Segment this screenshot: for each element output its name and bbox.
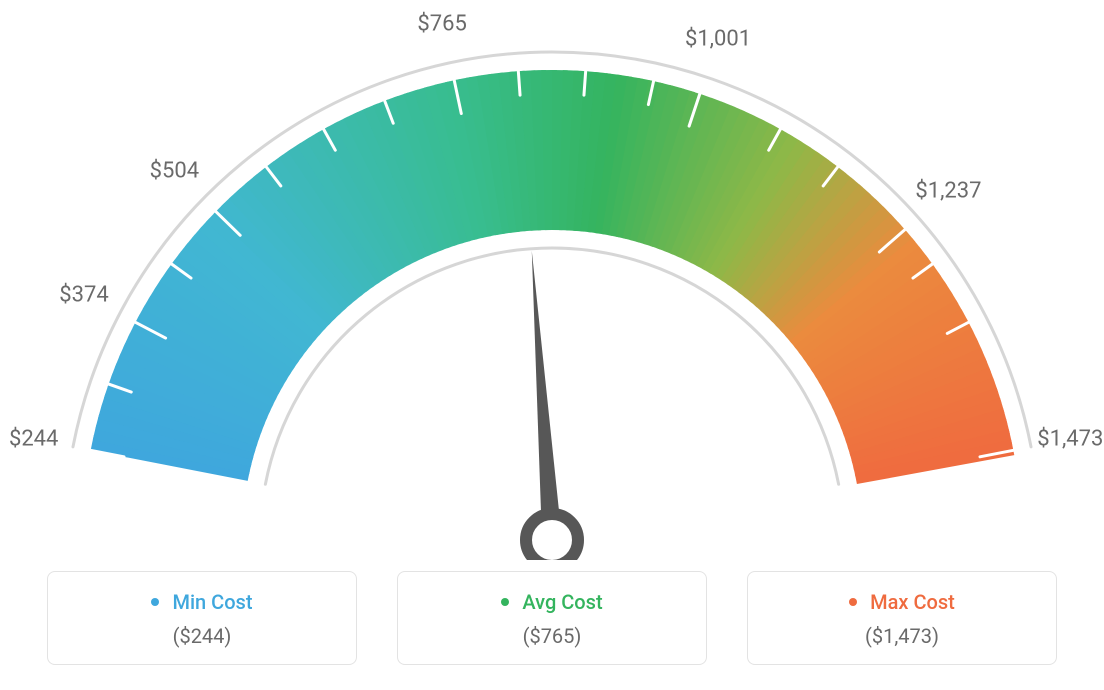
gauge-tick-minor bbox=[518, 71, 520, 95]
gauge-needle bbox=[532, 251, 562, 541]
legend-title-max-text: Max Cost bbox=[870, 590, 955, 614]
legend-value-min: ($244) bbox=[58, 624, 346, 648]
legend-card-min: Min Cost ($244) bbox=[47, 571, 357, 665]
legend-value-avg: ($765) bbox=[408, 624, 696, 648]
gauge-tick-label: $765 bbox=[417, 11, 466, 36]
legend-title-max: Max Cost bbox=[758, 590, 1046, 614]
legend-dot-max bbox=[849, 598, 857, 606]
gauge-tick-label: $1,001 bbox=[685, 26, 751, 51]
legend-title-avg-text: Avg Cost bbox=[522, 590, 602, 614]
gauge-tick-minor bbox=[584, 71, 586, 95]
gauge-tick-label: $504 bbox=[150, 158, 199, 183]
legend-card-max: Max Cost ($1,473) bbox=[747, 571, 1057, 665]
legend-title-avg: Avg Cost bbox=[408, 590, 696, 614]
legend-value-max: ($1,473) bbox=[758, 624, 1046, 648]
legend-dot-avg bbox=[501, 598, 509, 606]
legend-row: Min Cost ($244) Avg Cost ($765) Max Cost… bbox=[0, 571, 1104, 665]
gauge-svg bbox=[0, 0, 1104, 560]
gauge-tick-label: $244 bbox=[9, 427, 58, 452]
legend-card-avg: Avg Cost ($765) bbox=[397, 571, 707, 665]
legend-title-min: Min Cost bbox=[58, 590, 346, 614]
legend-title-min-text: Min Cost bbox=[172, 590, 252, 614]
gauge-tick-label: $374 bbox=[59, 283, 108, 308]
gauge-tick-label: $1,473 bbox=[1037, 427, 1103, 452]
gauge-band bbox=[91, 70, 1015, 484]
gauge-needle-hub bbox=[526, 514, 578, 560]
legend-dot-min bbox=[151, 598, 159, 606]
gauge-chart: $244 $374 $504 $765 $1,001 $1,237 $1,473 bbox=[0, 0, 1104, 560]
gauge-tick-label: $1,237 bbox=[915, 179, 981, 204]
